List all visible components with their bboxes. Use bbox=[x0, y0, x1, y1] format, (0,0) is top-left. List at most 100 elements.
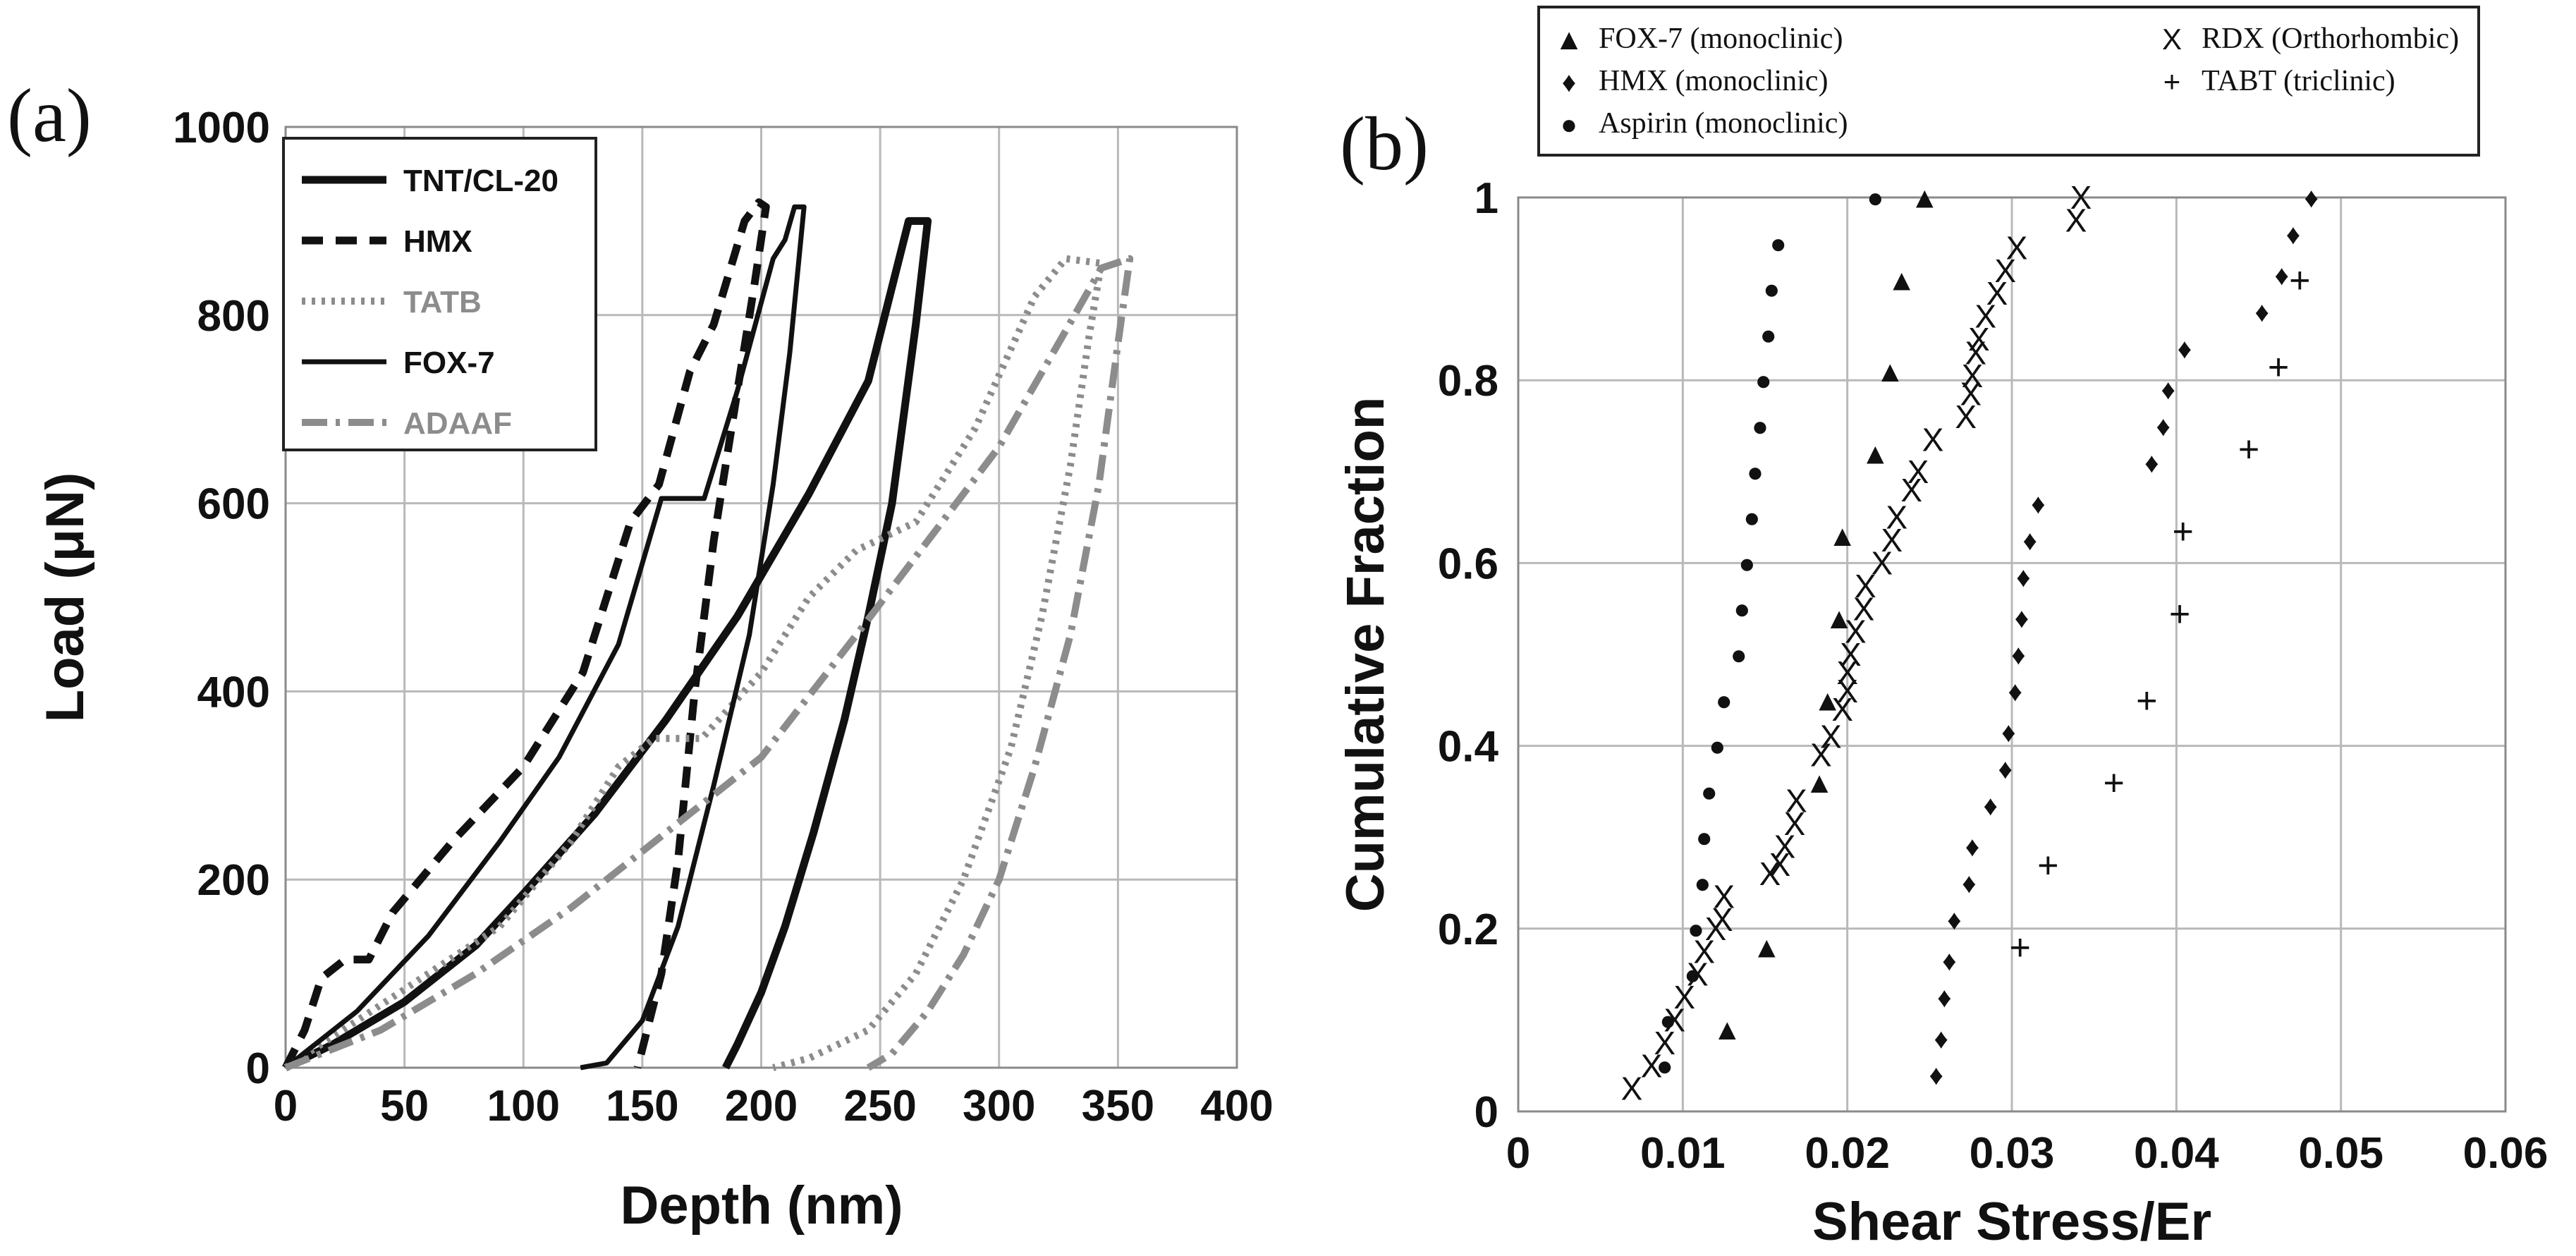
marker-rdx-orthorhombic: X bbox=[1641, 1047, 1663, 1084]
panel-b-plot-frame bbox=[1517, 196, 2507, 1113]
legend-label-hmx-monoclinic: HMX (monoclinic) bbox=[1599, 65, 1828, 97]
marker-rdx-orthorhombic: X bbox=[1687, 956, 1709, 993]
panel-b-y-ticks: 0 0.2 0.4 0.6 0.8 1 bbox=[1438, 174, 1499, 1137]
marker-hmx-monoclinic: ♦ bbox=[2286, 219, 2300, 250]
marker-aspirin-monoclinic: ● bbox=[1716, 685, 1733, 717]
marker-hmx-monoclinic: ♦ bbox=[2031, 489, 2045, 520]
marker-hmx-monoclinic: ♦ bbox=[1962, 868, 1976, 899]
panel-b-y-tick-label: 0.6 bbox=[1438, 539, 1498, 588]
marker-hmx-monoclinic: ♦ bbox=[2156, 411, 2170, 442]
series-line-fox-7 bbox=[283, 204, 807, 1071]
marker-fox-7-monoclinic: ▲ bbox=[1910, 181, 1940, 214]
marker-rdx-orthorhombic: X bbox=[1786, 782, 1807, 819]
legend-label-tnt-cl-20: TNT/CL-20 bbox=[403, 164, 558, 198]
marker-rdx-orthorhombic: X bbox=[1820, 719, 1842, 755]
marker-rdx-orthorhombic: X bbox=[1654, 1025, 1675, 1061]
panel-a-x-tick-label: 150 bbox=[606, 1082, 678, 1130]
marker-hmx-monoclinic: ♦ bbox=[2022, 525, 2037, 556]
panel-a-y-ticks: 0 200 400 600 800 1000 bbox=[173, 104, 270, 1093]
marker-fox-7-monoclinic: ▲ bbox=[1805, 766, 1834, 799]
marker-hmx-monoclinic: ♦ bbox=[1929, 1060, 1943, 1091]
legend-marker-tabt-triclinic: + bbox=[2163, 65, 2181, 98]
marker-rdx-orthorhombic: X bbox=[1900, 472, 1922, 508]
marker-rdx-orthorhombic: X bbox=[1759, 855, 1781, 892]
panel-a-x-tick-label: 350 bbox=[1082, 1082, 1154, 1130]
marker-tabt-triclinic: + bbox=[2238, 429, 2259, 470]
marker-aspirin-monoclinic: ● bbox=[1730, 640, 1747, 671]
marker-hmx-monoclinic: ♦ bbox=[2254, 297, 2269, 328]
legend-label-adaaf: ADAAF bbox=[403, 406, 512, 441]
marker-aspirin-monoclinic: ● bbox=[1760, 319, 1777, 350]
panel-b-y-tick-label: 0.8 bbox=[1438, 357, 1498, 406]
series-line-adaaf bbox=[284, 255, 1134, 1071]
panel-a-y-axis-title: Load (μN) bbox=[35, 472, 95, 723]
marker-rdx-orthorhombic: X bbox=[1881, 522, 1903, 559]
panel-b-legend-box bbox=[1537, 6, 2480, 157]
panel-b-y-tick-label: 0 bbox=[1475, 1088, 1498, 1137]
marker-rdx-orthorhombic: X bbox=[1673, 979, 1695, 1016]
panel-b-y-axis-title: Cumulative Fraction bbox=[1336, 397, 1396, 913]
panel-a-legend: TNT/CL-20 HMX TATB FOX-7 ADAAF bbox=[282, 137, 597, 451]
panel-b-x-tick-label: 0.01 bbox=[1640, 1129, 1726, 1178]
marker-aspirin-monoclinic: ● bbox=[1867, 183, 1884, 214]
panel-b-y-tick-label: 1 bbox=[1475, 174, 1498, 223]
marker-hmx-monoclinic: ♦ bbox=[1998, 754, 2012, 785]
panel-a-y-tick-label: 1000 bbox=[173, 104, 270, 152]
marker-hmx-monoclinic: ♦ bbox=[2161, 374, 2175, 406]
panel-b-label: (b) bbox=[1340, 102, 1429, 186]
marker-rdx-orthorhombic: X bbox=[1907, 453, 1929, 490]
legend-marker-hmx-monoclinic: ♦ bbox=[1562, 67, 1576, 98]
marker-fox-7-monoclinic: ▲ bbox=[1876, 355, 1905, 388]
marker-rdx-orthorhombic: X bbox=[1840, 636, 1862, 673]
marker-hmx-monoclinic: ♦ bbox=[1965, 831, 1979, 862]
marker-rdx-orthorhombic: X bbox=[1831, 691, 1853, 728]
marker-tabt-triclinic: + bbox=[2169, 594, 2190, 635]
marker-tabt-triclinic: + bbox=[2103, 763, 2124, 804]
marker-fox-7-monoclinic: ▲ bbox=[1752, 930, 1782, 963]
legend-marker-rdx-orthorhombic: X bbox=[2162, 23, 2182, 56]
marker-aspirin-monoclinic: ● bbox=[1694, 868, 1711, 899]
marker-hmx-monoclinic: ♦ bbox=[2015, 603, 2029, 634]
marker-rdx-orthorhombic: X bbox=[1705, 910, 1727, 947]
panel-b-x-tick-label: 0.04 bbox=[2134, 1129, 2219, 1178]
marker-tabt-triclinic: + bbox=[2136, 681, 2157, 721]
marker-aspirin-monoclinic: ● bbox=[1770, 228, 1787, 260]
marker-rdx-orthorhombic: X bbox=[1713, 879, 1735, 915]
panel-a: (a) 0 50 100 150 200 250 300 350 400 0 200 400 600 8… bbox=[7, 74, 1274, 1236]
marker-aspirin-monoclinic: ● bbox=[1755, 365, 1772, 396]
panel-b-y-tick-label: 0.4 bbox=[1438, 723, 1499, 772]
marker-rdx-orthorhombic: X bbox=[1845, 614, 1867, 650]
marker-rdx-orthorhombic: X bbox=[1836, 673, 1858, 709]
marker-rdx-orthorhombic: X bbox=[1621, 1071, 1643, 1107]
panel-b-x-ticks: 0 0.01 0.02 0.03 0.04 0.05 0.06 bbox=[1506, 1129, 2548, 1178]
marker-rdx-orthorhombic: X bbox=[1974, 298, 1996, 335]
marker-tabt-triclinic: + bbox=[2009, 927, 2030, 968]
marker-hmx-monoclinic: ♦ bbox=[2178, 334, 2192, 365]
marker-aspirin-monoclinic: ● bbox=[1709, 731, 1726, 762]
marker-fox-7-monoclinic: ▲ bbox=[1828, 519, 1857, 552]
panel-b-x-axis-title: Shear Stress/Er bbox=[1812, 1192, 2211, 1252]
marker-fox-7-monoclinic: ▲ bbox=[1887, 263, 1917, 296]
panel-a-x-tick-label: 50 bbox=[380, 1082, 429, 1130]
panel-a-legend-box bbox=[282, 137, 597, 451]
marker-rdx-orthorhombic: X bbox=[1769, 846, 1791, 883]
marker-hmx-monoclinic: ♦ bbox=[1947, 905, 1961, 936]
marker-rdx-orthorhombic: X bbox=[1962, 358, 1984, 394]
panel-a-x-tick-label: 400 bbox=[1200, 1082, 1273, 1130]
marker-rdx-orthorhombic: X bbox=[1711, 901, 1733, 938]
panel-a-x-axis-title: Depth (nm) bbox=[620, 1176, 903, 1236]
marker-aspirin-monoclinic: ● bbox=[1656, 1051, 1673, 1082]
marker-hmx-monoclinic: ♦ bbox=[2011, 640, 2025, 671]
marker-fox-7-monoclinic: ▲ bbox=[1824, 602, 1854, 635]
marker-hmx-monoclinic: ♦ bbox=[1983, 791, 1997, 822]
marker-rdx-orthorhombic: X bbox=[1853, 590, 1875, 627]
marker-hmx-monoclinic: ♦ bbox=[1942, 946, 1956, 977]
marker-rdx-orthorhombic: X bbox=[1774, 828, 1796, 865]
panel-b-markers: ▲▲▲▲▲▲▲▲▲▲♦♦♦♦♦♦♦♦♦♦♦♦♦♦♦♦♦♦♦♦♦♦♦♦●●●●●●… bbox=[1621, 179, 2319, 1107]
marker-rdx-orthorhombic: X bbox=[1855, 568, 1876, 604]
legend-label-tatb: TATB bbox=[403, 285, 482, 319]
marker-tabt-triclinic: + bbox=[2037, 845, 2058, 886]
series-line-tatb bbox=[283, 255, 1105, 1071]
panel-a-y-tick-label: 600 bbox=[197, 480, 270, 529]
marker-aspirin-monoclinic: ● bbox=[1738, 548, 1755, 579]
